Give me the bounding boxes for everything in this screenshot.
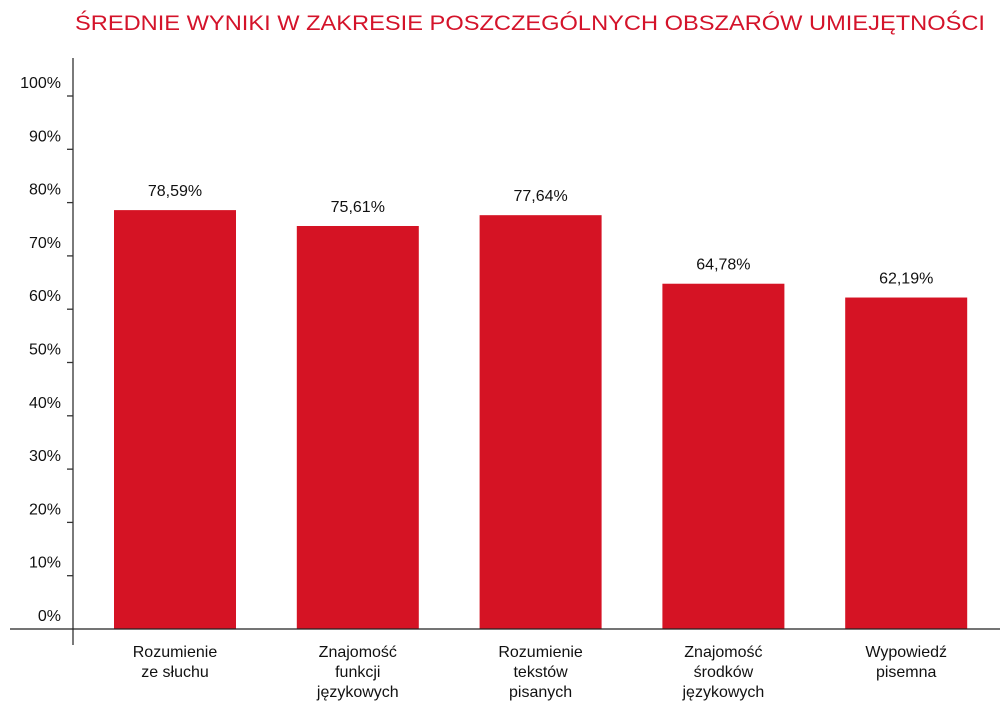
x-category-label: językowych	[681, 684, 764, 701]
y-axis: 0% 10% 20% 30% 40% 50% 60% 70% 80% 90% 100%	[20, 58, 74, 645]
y-tick-label: 70%	[29, 235, 61, 252]
chart-title: ŚREDNIE WYNIKI W ZAKRESIE POSZCZEGÓLNYCH…	[75, 11, 985, 35]
x-category-label: ze słuchu	[141, 664, 209, 681]
y-tick-label: 80%	[29, 182, 61, 199]
bar	[479, 215, 602, 629]
y-tick-label: 40%	[29, 395, 61, 412]
x-category-label: Rozumienie	[133, 644, 218, 661]
y-tick-label: 30%	[29, 448, 61, 465]
y-tick-label: 60%	[29, 288, 61, 305]
data-label: 64,78%	[696, 257, 750, 274]
bar	[845, 297, 968, 629]
bars: 78,59% 75,61% 77,64% 64,78% 62,19%	[114, 183, 968, 629]
data-label: 62,19%	[879, 271, 933, 288]
x-category-label: środków	[694, 664, 754, 681]
y-tick-label: 0%	[38, 608, 61, 625]
x-category-label: tekstów	[513, 664, 568, 681]
y-tick-label: 100%	[20, 75, 61, 92]
x-category-label: Rozumienie	[498, 644, 583, 661]
x-category-label: Znajomość	[319, 644, 397, 661]
data-label: 78,59%	[148, 183, 202, 200]
bar	[114, 210, 236, 629]
y-tick-label: 20%	[29, 501, 61, 518]
x-axis: Rozumienie ze słuchu Znajomość funkcji język…	[10, 628, 1000, 701]
bar	[662, 283, 785, 629]
y-tick-label: 10%	[29, 555, 61, 572]
x-category-label: Wypowiedź	[865, 644, 947, 661]
y-tick-label: 90%	[29, 128, 61, 145]
x-category-label: Znajomość	[684, 644, 762, 661]
bar	[296, 225, 419, 629]
x-category-label: językowych	[316, 684, 399, 701]
data-label: 75,61%	[331, 199, 385, 216]
y-tick-label: 50%	[29, 342, 61, 359]
data-label: 77,64%	[513, 188, 567, 205]
x-category-label: pisemna	[876, 664, 937, 681]
x-category-label: funkcji	[335, 664, 380, 681]
x-category-label: pisanych	[509, 684, 572, 701]
